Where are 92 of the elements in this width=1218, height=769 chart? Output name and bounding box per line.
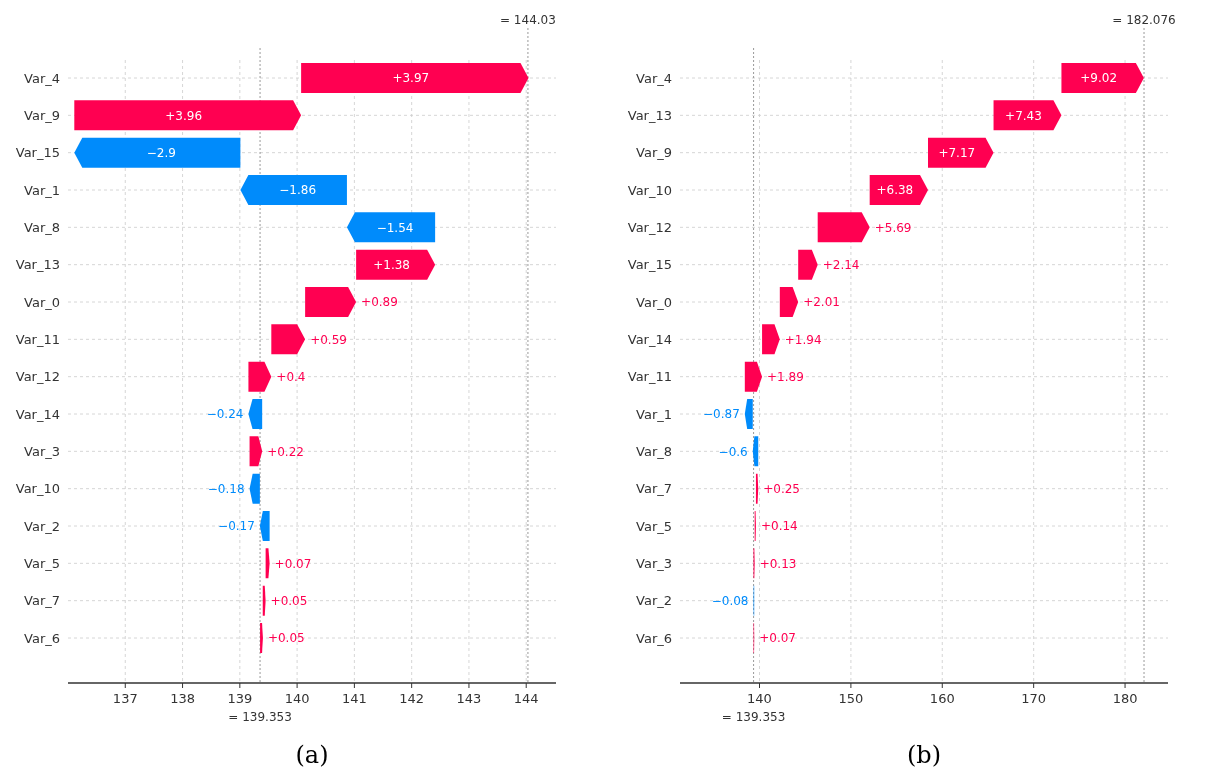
y-tick-label: Var_1: [636, 406, 672, 422]
data-label: +3.97: [392, 71, 430, 86]
x-tick-label: 138: [170, 691, 195, 706]
data-label: +0.07: [759, 631, 797, 646]
data-label: +3.96: [165, 108, 203, 123]
bar: [74, 137, 241, 168]
data-label: +0.13: [759, 556, 797, 571]
y-tick-label: Var_6: [24, 630, 60, 646]
data-label: +0.59: [310, 332, 347, 347]
data-label: −0.18: [207, 481, 245, 496]
y-tick-label: Var_14: [15, 406, 60, 422]
data-label: −1.86: [279, 183, 317, 198]
y-tick-label: Var_1: [24, 182, 60, 198]
data-label: +1.89: [767, 369, 804, 384]
x-tick-label: 160: [929, 691, 955, 706]
data-label: −0.24: [206, 407, 244, 422]
data-label: +9.02: [1080, 71, 1118, 86]
bar: [928, 137, 994, 168]
y-tick-label: Var_7: [636, 481, 672, 497]
ref-line-label: = 139.353: [228, 710, 292, 724]
y-tick-label: Var_15: [627, 257, 672, 273]
data-label: +1.38: [373, 257, 411, 272]
data-label: +2.14: [822, 257, 860, 272]
data-label: +2.01: [803, 295, 840, 310]
x-tick-label: 143: [456, 691, 482, 706]
y-tick-label: Var_12: [15, 369, 60, 385]
y-tick-label: Var_5: [636, 518, 672, 534]
ref-line-label: = 139.353: [721, 710, 786, 724]
data-label: +0.05: [270, 593, 308, 608]
x-tick-label: 141: [341, 691, 367, 706]
data-label: −2.9: [146, 145, 176, 160]
x-axis-title: (a): [295, 741, 329, 769]
y-tick-label: Var_13: [15, 257, 60, 273]
data-label: +0.89: [361, 295, 398, 310]
y-tick-label: Var_0: [24, 294, 60, 310]
y-tick-label: Var_4: [24, 70, 60, 86]
x-tick-label: 142: [399, 691, 425, 706]
y-tick-label: Var_2: [24, 518, 60, 534]
ref-line-label: = 144.03: [500, 13, 556, 27]
y-tick-label: Var_7: [24, 593, 60, 609]
y-tick-label: Var_10: [627, 182, 672, 198]
data-label: +0.05: [267, 631, 305, 646]
data-label: −1.54: [376, 220, 414, 235]
x-tick-label: 139: [227, 691, 253, 706]
y-tick-label: Var_5: [24, 555, 60, 571]
data-label: +7.17: [938, 145, 976, 160]
bar: [356, 249, 436, 280]
data-label: −0.87: [703, 407, 740, 422]
data-label: +0.14: [760, 519, 798, 534]
y-tick-label: Var_3: [24, 443, 60, 459]
y-tick-label: Var_0: [636, 294, 672, 310]
y-tick-label: Var_14: [627, 331, 672, 347]
data-label: +6.38: [876, 183, 914, 198]
data-label: −0.6: [718, 444, 748, 459]
data-label: +0.22: [267, 444, 304, 459]
x-tick-label: 180: [1112, 691, 1138, 706]
y-tick-label: Var_3: [636, 555, 672, 571]
x-tick-label: 140: [284, 691, 310, 706]
data-label: +0.25: [763, 481, 801, 496]
data-label: +5.69: [874, 220, 912, 235]
data-label: −0.08: [711, 593, 749, 608]
y-tick-label: Var_8: [636, 443, 672, 459]
bar: [993, 100, 1062, 131]
data-label: +0.07: [274, 556, 312, 571]
y-tick-label: Var_11: [15, 331, 60, 347]
bar: [74, 100, 302, 131]
y-tick-label: Var_10: [15, 481, 60, 497]
x-tick-label: 170: [1021, 691, 1047, 706]
y-tick-label: Var_4: [636, 70, 672, 86]
data-label: −0.17: [218, 519, 255, 534]
y-tick-label: Var_11: [627, 369, 672, 385]
y-tick-label: Var_6: [636, 630, 672, 646]
y-tick-label: Var_9: [636, 145, 672, 161]
x-axis-title: (b): [906, 741, 942, 769]
bar: [240, 175, 347, 205]
data-label: +7.43: [1005, 108, 1042, 123]
y-tick-label: Var_8: [24, 219, 60, 235]
x-tick-label: 137: [112, 691, 138, 706]
x-tick-label: 144: [513, 691, 539, 706]
bar: [346, 212, 436, 243]
bar: [1061, 63, 1144, 93]
y-tick-label: Var_12: [627, 219, 672, 235]
data-label: +1.94: [784, 332, 822, 347]
y-tick-label: Var_13: [627, 107, 672, 123]
ref-line-label: = 182.076: [1112, 13, 1176, 27]
y-tick-label: Var_9: [24, 107, 60, 123]
y-tick-label: Var_15: [15, 145, 60, 161]
data-label: +0.4: [276, 369, 306, 384]
x-tick-label: 140: [747, 691, 772, 706]
bar: [301, 63, 529, 93]
x-tick-label: 150: [838, 691, 864, 706]
y-tick-label: Var_2: [636, 593, 672, 609]
